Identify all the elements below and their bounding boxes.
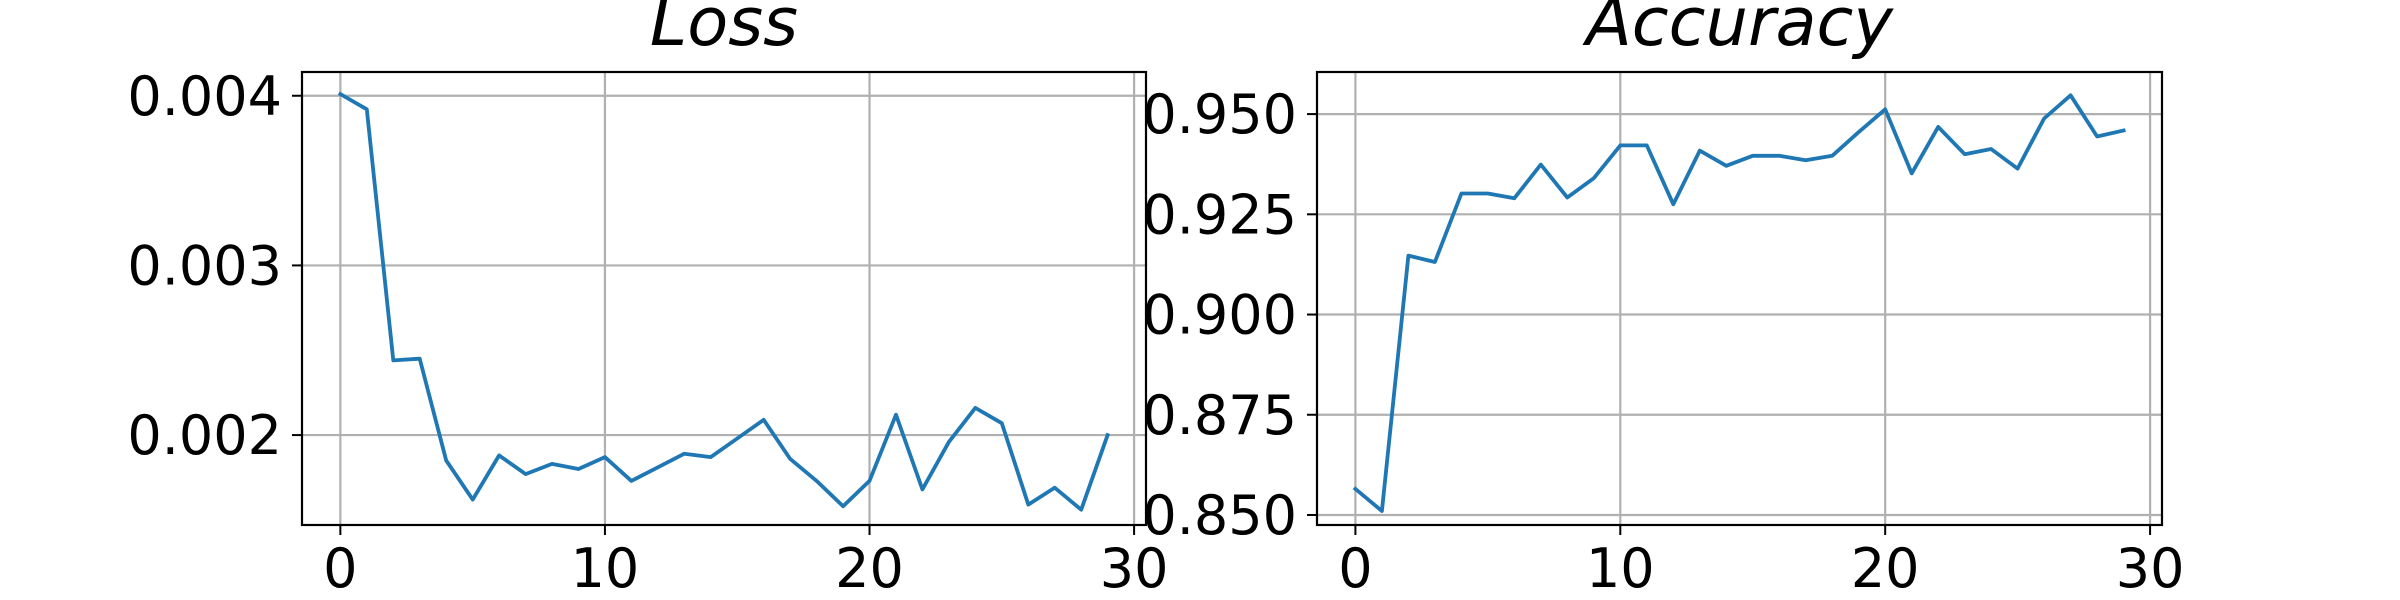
loss-chart: 0 10 20 30 0.002 0.003 0.004 Loss [127, 0, 1168, 600]
accuracy-x-tick-label: 0 [1338, 537, 1372, 600]
accuracy-x-tick-label: 30 [2116, 537, 2185, 600]
loss-y-tick-label: 0.002 [127, 404, 282, 467]
accuracy-chart: 0 10 20 30 0.850 0.875 0.900 0.925 0.950 Accuracy [1142, 0, 2184, 600]
accuracy-series-line [1352, 93, 2126, 513]
loss-chart-title: Loss [650, 0, 798, 61]
loss-x-tick-label: 30 [1100, 537, 1169, 600]
loss-axes-frame [300, 70, 1148, 527]
accuracy-x-tick-label: 20 [1851, 537, 1920, 600]
loss-series-line [337, 91, 1111, 512]
loss-x-tick-label: 20 [835, 537, 904, 600]
accuracy-x-tick-label: 10 [1586, 537, 1655, 600]
accuracy-y-tick-label: 0.950 [1142, 83, 1297, 146]
accuracy-axes-frame [1315, 70, 2164, 527]
loss-x-tick-label: 10 [571, 537, 640, 600]
accuracy-y-tick-label: 0.875 [1142, 384, 1297, 447]
accuracy-y-tick-label: 0.900 [1142, 284, 1297, 347]
loss-y-tick-label: 0.003 [127, 234, 282, 297]
accuracy-chart-title: Accuracy [1582, 0, 1894, 61]
loss-x-tick-label: 0 [323, 537, 357, 600]
accuracy-y-tick-label: 0.850 [1142, 484, 1297, 547]
accuracy-y-tick-label: 0.925 [1142, 183, 1297, 246]
loss-y-tick-label: 0.004 [127, 65, 282, 128]
